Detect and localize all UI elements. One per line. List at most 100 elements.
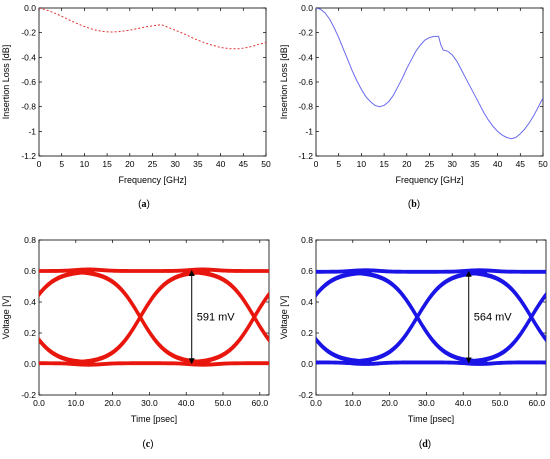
- x-axis-label: Frequency [GHz]: [395, 175, 463, 185]
- y-tick-label: 0.8: [24, 235, 36, 245]
- x-tick-label: 25: [148, 159, 158, 169]
- plot-frame: [38, 239, 270, 396]
- y-tick-label: -1: [28, 126, 36, 136]
- x-tick-label: 20.0: [381, 398, 398, 408]
- data-layer: [316, 268, 546, 366]
- panel-caption: (b): [408, 199, 420, 210]
- eye-trace: [316, 268, 546, 273]
- data-layer: [316, 8, 543, 140]
- x-tick-label: 40.0: [178, 398, 195, 408]
- y-tick-label: -0.4: [21, 52, 36, 62]
- eye-height-annotation: 591 mV: [197, 312, 236, 324]
- y-tick-label: -1.2: [21, 151, 36, 161]
- caption-letter: a: [142, 199, 147, 210]
- y-tick-label: -0.8: [298, 102, 313, 112]
- y-tick-label: -0.2: [298, 28, 313, 38]
- panel-caption: (a): [138, 199, 150, 210]
- eye-trace: [461, 270, 546, 341]
- x-tick-label: 30: [447, 159, 457, 169]
- x-tick-label: 45: [239, 159, 249, 169]
- x-tick-label: 10.0: [345, 398, 362, 408]
- eye-height-annotation: 564 mV: [474, 312, 513, 324]
- y-tick-label: 0.0: [24, 359, 36, 369]
- caption-letter: d: [422, 439, 428, 450]
- y-tick-label: -0.6: [298, 77, 313, 87]
- x-tick-label: 20: [402, 159, 412, 169]
- x-tick-label: 50.0: [215, 398, 232, 408]
- y-tick-label: 0.0: [24, 3, 36, 13]
- chart-panel-a: 0 5 10 15 20 25 30 35 40 45 50 0.0 -0.2 -0.4 -0.6 -0.8 -…: [1, 3, 271, 210]
- x-axis-label: Frequency [GHz]: [118, 175, 186, 185]
- y-axis-label: Voltage [V]: [279, 296, 289, 340]
- x-tick-label: 10.0: [68, 398, 85, 408]
- x-tick-label: 5: [336, 159, 341, 169]
- x-tick-label: 40.0: [455, 398, 472, 408]
- plot-frame: [38, 7, 267, 157]
- x-tick-label: 25: [425, 159, 435, 169]
- y-tick-label: -0.2: [21, 28, 36, 38]
- x-tick-label: 40: [216, 159, 226, 169]
- plot-frame: [315, 7, 544, 157]
- y-axis-label: Voltage [V]: [1, 296, 11, 340]
- x-tick-label: 0: [314, 159, 319, 169]
- panel-caption: (c): [142, 439, 153, 450]
- x-tick-label: 60.0: [529, 398, 546, 408]
- y-tick-label: -1.2: [298, 151, 313, 161]
- x-tick-label: 20: [125, 159, 135, 169]
- x-axis-label: Time [psec]: [408, 414, 454, 424]
- eye-trace: [70, 269, 211, 364]
- x-tick-label: 35: [193, 159, 203, 169]
- y-axis-label: Insertion Loss [dB]: [279, 45, 289, 120]
- eye-trace: [184, 269, 269, 341]
- x-axis-label: Time [psec]: [131, 414, 177, 424]
- caption-letter: b: [411, 199, 417, 210]
- y-tick-label: -1: [305, 126, 313, 136]
- x-tick-label: 5: [59, 159, 64, 169]
- caption-letter: c: [146, 439, 151, 450]
- y-tick-label: 0.4: [301, 297, 313, 307]
- plot-frame: [315, 239, 547, 396]
- x-tick-label: 45: [516, 159, 526, 169]
- y-tick-label: -0.8: [21, 102, 36, 112]
- x-tick-label: 50: [261, 159, 271, 169]
- y-tick-label: -0.2: [21, 390, 36, 400]
- y-tick-label: -0.6: [21, 77, 36, 87]
- y-tick-label: 0.4: [24, 297, 36, 307]
- eye-trace: [39, 267, 269, 272]
- chart-panel-d: 0.0 10.0 20.0 30.0 40.0 50.0 60.0 0.8 0.6 0.4 0.2 0…: [279, 235, 547, 450]
- annotation-bg: [471, 309, 516, 324]
- x-tick-label: 15: [379, 159, 389, 169]
- x-tick-label: 0.0: [33, 398, 45, 408]
- annotation-bg: [194, 309, 239, 324]
- x-tick-label: 60.0: [252, 398, 269, 408]
- x-tick-label: 40: [493, 159, 503, 169]
- panel-caption: (d): [419, 439, 431, 450]
- x-tick-label: 10: [80, 159, 90, 169]
- y-tick-label: 0.2: [301, 328, 313, 338]
- chart-panel-c: 0.0 10.0 20.0 30.0 40.0 50.0 60.0 0.8 0.6 0.4 0.2 0…: [1, 235, 270, 450]
- chart-panel-b: 0 5 10 15 20 25 30 35 40 45 50 0.0 -0.2 -0.4 -0.6 -0.8 -…: [279, 3, 548, 210]
- y-tick-label: -0.2: [298, 390, 313, 400]
- series-line: [39, 8, 266, 50]
- data-layer: [39, 267, 269, 367]
- eye-trace: [347, 270, 488, 363]
- y-tick-label: 0.6: [301, 266, 313, 276]
- x-tick-label: 15: [102, 159, 112, 169]
- x-tick-label: 50: [538, 159, 548, 169]
- x-tick-label: 50.0: [492, 398, 509, 408]
- data-layer: [39, 8, 266, 50]
- x-tick-label: 0: [37, 159, 42, 169]
- y-tick-label: 0.6: [24, 266, 36, 276]
- eye-trace: [39, 336, 95, 364]
- x-tick-label: 10: [357, 159, 367, 169]
- x-tick-label: 20.0: [104, 398, 121, 408]
- series-line: [316, 8, 543, 140]
- x-tick-label: 0.0: [310, 398, 322, 408]
- y-tick-label: 0.0: [301, 359, 313, 369]
- y-tick-label: 0.0: [301, 3, 313, 13]
- y-tick-label: -0.4: [298, 52, 313, 62]
- x-tick-label: 30.0: [141, 398, 158, 408]
- y-tick-label: 0.8: [301, 235, 313, 245]
- eye-trace: [316, 336, 372, 363]
